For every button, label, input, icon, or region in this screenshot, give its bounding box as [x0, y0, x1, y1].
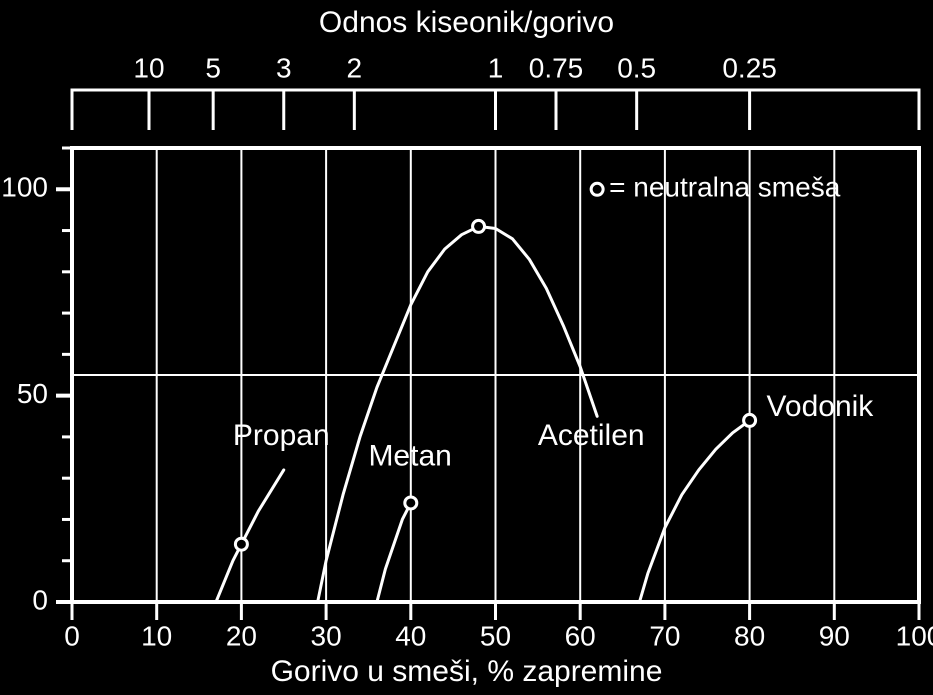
- top-ruler-tick-label: 10: [133, 52, 164, 83]
- series-label-vodonik: Vodonik: [767, 390, 875, 423]
- y-tick-label: 0: [32, 584, 48, 615]
- x-tick-label: 0: [64, 620, 80, 651]
- y-tick-label: 50: [17, 378, 48, 409]
- x-tick-label: 30: [311, 620, 342, 651]
- legend-text: = neutralna smeša: [609, 172, 841, 203]
- x-tick-label: 100: [896, 620, 933, 651]
- series-label-acetilen: Acetilen: [538, 419, 645, 452]
- neutral-marker-acetilen: [473, 220, 485, 232]
- top-ruler-tick-label: 0.75: [529, 52, 584, 83]
- series-label-metan: Metan: [368, 439, 451, 472]
- top-ruler-tick-label: 3: [276, 52, 292, 83]
- x-tick-label: 90: [819, 620, 850, 651]
- x-tick-label: 70: [649, 620, 680, 651]
- top-ruler-tick-label: 0.5: [617, 52, 656, 83]
- y-tick-label: 100: [1, 172, 48, 203]
- series-acetilen: [318, 226, 598, 602]
- neutral-marker-metan: [405, 497, 417, 509]
- series-label-propan: Propan: [233, 419, 330, 452]
- legend-marker-icon: [591, 183, 603, 195]
- x-tick-label: 40: [395, 620, 426, 651]
- neutral-marker-propan: [235, 538, 247, 550]
- top-ruler-tick-label: 0.25: [722, 52, 777, 83]
- top-ruler-tick-label: 2: [347, 52, 363, 83]
- x-tick-label: 10: [141, 620, 172, 651]
- chart-svg: 10 5 3 2 1 0.75 0.5 0.25 0 10 20 30 40 50 60 70 80 90 100 0…: [0, 0, 933, 695]
- top-ruler-tick-label: 5: [205, 52, 221, 83]
- neutral-marker-vodonik: [744, 414, 756, 426]
- x-tick-label: 20: [226, 620, 257, 651]
- series-propan: [216, 470, 284, 602]
- chart-page: Odnos kiseonik/gorivo Gorivo u smeši, % …: [0, 0, 933, 695]
- x-tick-label: 80: [734, 620, 765, 651]
- x-tick-label: 50: [480, 620, 511, 651]
- series-vodonik: [639, 420, 749, 602]
- series-metan: [377, 503, 411, 602]
- x-tick-label: 60: [565, 620, 596, 651]
- top-ruler-tick-label: 1: [488, 52, 504, 83]
